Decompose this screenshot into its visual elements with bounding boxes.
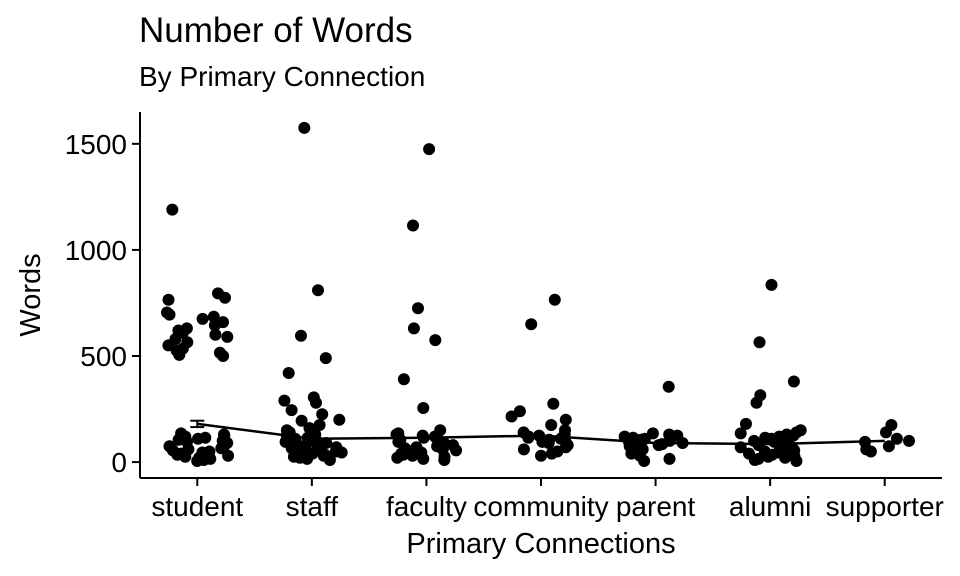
y-tick-label: 0 bbox=[111, 447, 127, 478]
data-point bbox=[903, 434, 915, 447]
data-point bbox=[450, 444, 463, 457]
data-point bbox=[412, 302, 424, 315]
data-point bbox=[323, 454, 336, 466]
data-point bbox=[313, 419, 326, 431]
data-point bbox=[765, 278, 778, 291]
data-point bbox=[196, 312, 209, 325]
data-point bbox=[548, 293, 561, 306]
data-point bbox=[542, 437, 555, 449]
data-point bbox=[417, 402, 430, 414]
y-tick-label: 500 bbox=[80, 341, 127, 372]
data-point bbox=[285, 404, 298, 417]
data-point bbox=[748, 454, 761, 466]
chart-subtitle: By Primary Connection bbox=[139, 61, 426, 92]
chart-title: Number of Words bbox=[139, 11, 413, 50]
data-point bbox=[750, 396, 763, 409]
data-point bbox=[221, 330, 234, 343]
data-point bbox=[162, 293, 175, 306]
data-point bbox=[559, 413, 572, 426]
data-point bbox=[191, 455, 204, 467]
data-point bbox=[734, 427, 747, 440]
data-point bbox=[890, 432, 903, 445]
data-point bbox=[638, 455, 651, 467]
data-point bbox=[762, 450, 775, 463]
data-point bbox=[417, 452, 430, 465]
data-point bbox=[298, 121, 311, 134]
x-tick-label: community bbox=[473, 491, 608, 522]
data-point bbox=[740, 417, 752, 430]
data-point bbox=[219, 291, 231, 304]
data-point bbox=[391, 451, 404, 464]
data-point bbox=[295, 329, 307, 342]
x-tick-label: staff bbox=[286, 491, 339, 522]
data-point bbox=[316, 408, 329, 421]
data-point bbox=[423, 143, 436, 156]
data-point bbox=[222, 449, 235, 462]
data-point bbox=[319, 352, 332, 365]
data-point bbox=[545, 419, 558, 431]
data-point bbox=[547, 397, 560, 410]
data-point bbox=[787, 375, 800, 388]
data-point bbox=[397, 373, 410, 386]
data-point bbox=[438, 454, 451, 466]
x-tick-label: faculty bbox=[386, 491, 467, 522]
x-tick-label: alumni bbox=[729, 491, 811, 522]
data-point bbox=[880, 426, 892, 439]
data-point bbox=[864, 445, 877, 458]
x-axis-label: Primary Connections bbox=[406, 528, 675, 560]
data-point bbox=[335, 446, 348, 459]
data-point bbox=[217, 350, 230, 362]
x-tick-label: student bbox=[151, 491, 243, 522]
y-tick-label: 1000 bbox=[65, 235, 127, 266]
data-point bbox=[209, 328, 222, 341]
data-point bbox=[535, 449, 547, 462]
data-point bbox=[208, 319, 221, 332]
data-point bbox=[525, 318, 538, 331]
data-point bbox=[310, 396, 322, 409]
data-point bbox=[790, 455, 803, 467]
data-point bbox=[406, 449, 419, 462]
data-point bbox=[166, 203, 179, 216]
x-axis-ticks: student staff faculty community parent alumni… bbox=[151, 478, 944, 522]
data-point bbox=[278, 394, 291, 407]
data-point bbox=[173, 348, 186, 361]
data-point bbox=[522, 431, 535, 444]
data-point bbox=[163, 308, 176, 321]
y-axis-label: Words bbox=[15, 253, 47, 336]
data-point bbox=[312, 284, 324, 297]
data-point bbox=[505, 410, 518, 423]
data-point bbox=[407, 322, 420, 335]
data-point bbox=[517, 443, 530, 456]
data-point bbox=[545, 447, 558, 460]
data-point bbox=[407, 219, 419, 232]
data-point bbox=[779, 451, 792, 464]
data-point bbox=[282, 367, 295, 379]
data-point bbox=[301, 452, 314, 465]
data-point bbox=[429, 334, 442, 347]
data-point bbox=[192, 432, 204, 445]
x-tick-label: supporter bbox=[826, 491, 944, 522]
data-point bbox=[333, 413, 346, 426]
data-point bbox=[882, 440, 895, 453]
mean-line bbox=[197, 422, 885, 446]
data-point bbox=[753, 336, 766, 349]
data-point bbox=[179, 450, 192, 463]
y-tick-label: 1500 bbox=[65, 129, 127, 160]
data-point bbox=[652, 439, 665, 452]
plot-marks bbox=[161, 121, 915, 467]
data-point bbox=[295, 414, 308, 427]
data-point bbox=[662, 380, 675, 393]
data-point bbox=[663, 452, 676, 465]
x-tick-label: parent bbox=[616, 491, 696, 522]
y-axis-ticks: 0 500 1000 1500 bbox=[65, 129, 140, 478]
